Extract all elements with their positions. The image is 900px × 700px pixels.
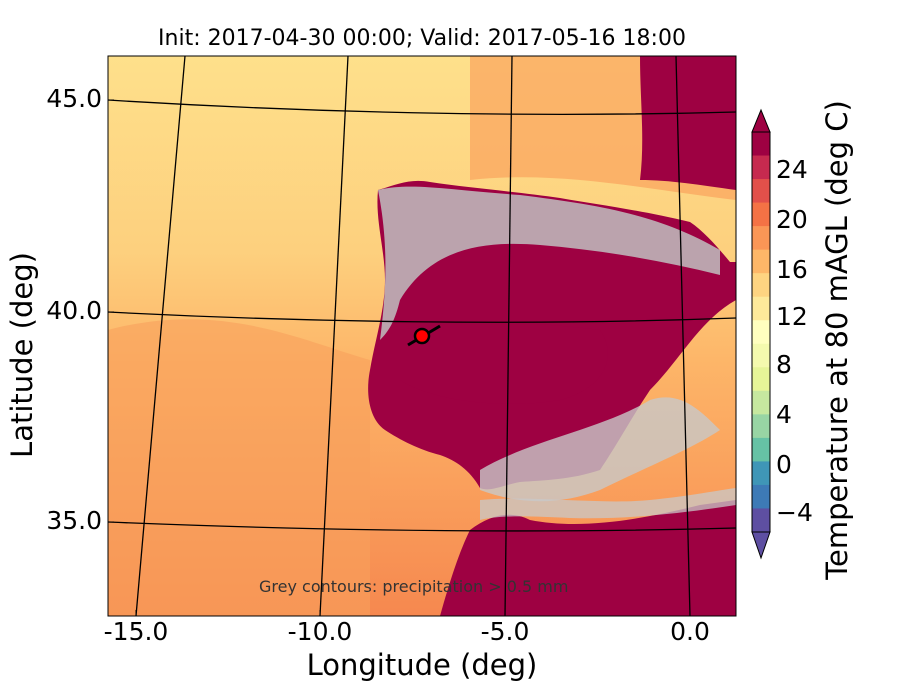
y-tick-label: 35.0 xyxy=(46,506,102,535)
colorbar-swatch xyxy=(752,132,770,157)
colorbar-extend-min xyxy=(751,531,771,560)
colorbar-swatch xyxy=(752,343,770,368)
colorbar-swatch xyxy=(752,155,770,180)
colorbar-swatch xyxy=(752,390,770,415)
y-tick-label: 45.0 xyxy=(46,84,102,113)
africa-land xyxy=(440,500,736,616)
colorbar-tick-label: 8 xyxy=(776,350,792,379)
sea-warm-zone xyxy=(108,319,370,616)
colorbar-swatch xyxy=(752,367,770,392)
colorbar-swatch xyxy=(752,437,770,462)
colorbar-tick-label: 12 xyxy=(776,302,808,331)
colorbar-swatch xyxy=(752,273,770,298)
x-tick-label: 0.0 xyxy=(670,617,710,646)
colorbar-swatch xyxy=(752,249,770,274)
colorbar-swatch xyxy=(752,484,770,509)
colorbar-frame xyxy=(751,131,771,533)
colorbar-tick-label: 16 xyxy=(776,255,808,284)
x-tick-label: -5.0 xyxy=(480,617,530,646)
colorbar-swatch xyxy=(752,202,770,227)
colorbar-extend-max xyxy=(751,108,771,133)
y-tick-label: 40.0 xyxy=(46,296,102,325)
colorbar-swatch xyxy=(752,461,770,486)
site-marker[interactable] xyxy=(413,327,431,345)
axis-tick-marks xyxy=(108,99,691,616)
colorbar-tick-label: 4 xyxy=(776,400,792,429)
x-tick-label: -10.0 xyxy=(287,617,353,646)
precip-contours-north xyxy=(378,186,720,340)
precip-contours-south xyxy=(480,397,720,502)
colorbar-swatch xyxy=(752,179,770,204)
colorbar-swatch xyxy=(752,226,770,251)
colorbar-tick-label: −4 xyxy=(776,498,813,527)
colorbar-swatch xyxy=(752,508,770,533)
colorbar-label: Temperature at 80 mAGL (deg C) xyxy=(820,100,854,580)
x-axis-label: Longitude (deg) xyxy=(306,648,538,682)
hot-interior xyxy=(400,322,608,404)
map-frame xyxy=(107,55,737,617)
africa-contours xyxy=(480,488,736,520)
colorbar-swatch xyxy=(752,320,770,345)
y-axis-label: Latitude (deg) xyxy=(5,252,39,458)
colorbar-tick-label: 20 xyxy=(776,205,808,234)
france-land xyxy=(640,56,736,190)
colorbar-tick-label: 0 xyxy=(776,450,792,479)
colorbar-tick-label: 24 xyxy=(776,155,808,184)
colorbar xyxy=(751,108,771,560)
x-tick-label: -15.0 xyxy=(103,617,169,646)
colorbar-swatch xyxy=(752,414,770,439)
precip-annotation: Grey contours: precipitation > 0.5 mm xyxy=(259,577,569,596)
plot-title: Init: 2017-04-30 00:00; Valid: 2017-05-1… xyxy=(158,26,686,51)
colorbar-swatch xyxy=(752,296,770,321)
graticule xyxy=(108,56,736,616)
